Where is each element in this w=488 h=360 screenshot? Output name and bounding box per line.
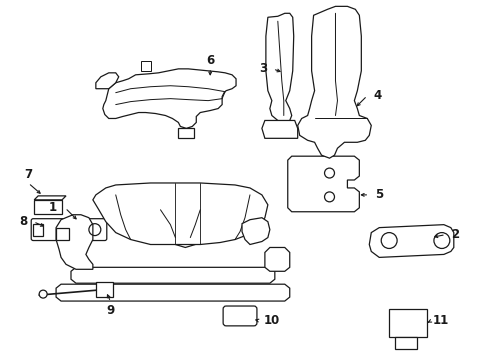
Polygon shape (102, 69, 236, 129)
Text: 5: 5 (374, 188, 383, 201)
Polygon shape (141, 61, 150, 71)
Polygon shape (34, 200, 62, 214)
Polygon shape (394, 337, 416, 349)
FancyBboxPatch shape (31, 219, 106, 240)
Polygon shape (297, 6, 370, 158)
Circle shape (39, 290, 47, 298)
Polygon shape (158, 185, 205, 247)
Polygon shape (71, 267, 274, 283)
Text: 8: 8 (19, 215, 27, 228)
Text: 9: 9 (106, 305, 115, 318)
Polygon shape (56, 215, 93, 269)
Text: 11: 11 (432, 314, 448, 327)
Polygon shape (178, 129, 194, 138)
Polygon shape (368, 225, 453, 257)
Polygon shape (264, 247, 289, 271)
Text: 2: 2 (450, 228, 458, 241)
FancyBboxPatch shape (223, 306, 256, 326)
Polygon shape (96, 282, 113, 297)
Text: 7: 7 (24, 167, 32, 181)
Text: 3: 3 (258, 62, 266, 75)
Polygon shape (96, 73, 119, 89)
Polygon shape (34, 196, 66, 200)
Polygon shape (265, 13, 293, 122)
Polygon shape (287, 156, 359, 212)
Polygon shape (242, 218, 269, 244)
Polygon shape (262, 121, 297, 138)
Polygon shape (93, 183, 267, 244)
Polygon shape (33, 224, 43, 235)
Text: 1: 1 (49, 201, 57, 214)
Polygon shape (56, 228, 69, 239)
Text: 10: 10 (263, 314, 280, 327)
Polygon shape (56, 284, 289, 301)
Text: 4: 4 (372, 89, 381, 102)
Polygon shape (388, 309, 426, 337)
Text: 6: 6 (205, 54, 214, 67)
